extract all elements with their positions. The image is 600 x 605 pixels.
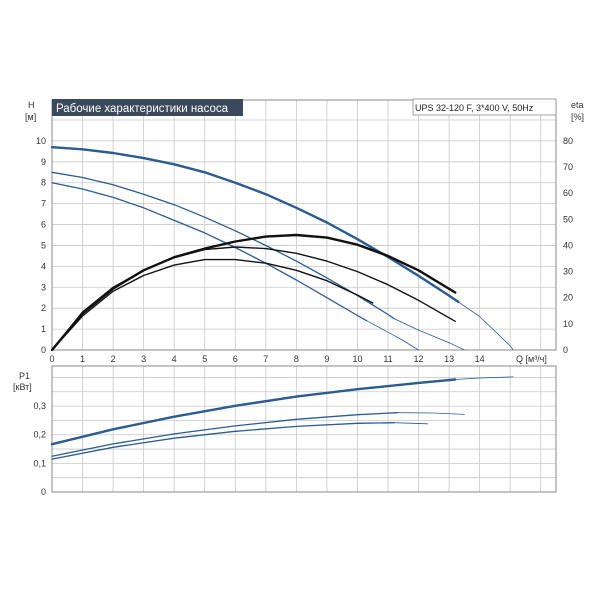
y2-tick-label-eta: 40 [563, 240, 573, 250]
x-tick-label: 14 [475, 354, 485, 364]
y2-tick-label-eta: 60 [563, 188, 573, 198]
x-tick-label: 9 [324, 354, 329, 364]
efficiency-curve-speed-2 [51, 246, 456, 351]
y2-tick-label-eta: 20 [563, 293, 573, 303]
x-tick-label: 0 [49, 354, 54, 364]
y-tick-label-h: 1 [41, 324, 46, 334]
x-tick-label: 10 [352, 354, 362, 364]
head-curve-speed-2 [393, 318, 465, 351]
model-label-box [412, 98, 557, 116]
head-grid [51, 99, 557, 351]
y2-tick-label-eta: 10 [563, 319, 573, 329]
y-tick-label-h: 9 [41, 157, 46, 167]
power-curve-speed-2 [396, 412, 465, 415]
y-axis-label-h: H [28, 100, 35, 110]
y2-tick-label-eta: 30 [563, 267, 573, 277]
y2-tick-label-eta: 70 [563, 162, 573, 172]
x-tick-label: 11 [383, 354, 392, 364]
x-tick-label: 2 [111, 354, 116, 364]
power-curve-speed-1 [50, 378, 457, 446]
x-tick-label: 8 [294, 354, 299, 364]
x-tick-label: 5 [202, 354, 207, 364]
power-curves [50, 376, 514, 460]
power-curve-speed-1 [454, 376, 514, 380]
x-tick-label: 3 [141, 354, 146, 364]
head-curve-speed-3 [51, 182, 368, 322]
y-tick-label-h: 7 [41, 199, 46, 209]
y-tick-label-h: 3 [41, 282, 46, 292]
y-tick-label-h: 5 [41, 240, 46, 250]
chart-title-box [52, 99, 243, 116]
y2-tick-label-eta: 80 [563, 136, 573, 146]
tick-labels: 0 1 2 3 4 5 6 7 8 9 10 11 12 13 1401234567891001020304… [33, 136, 573, 497]
y-tick-label-p1: 0,2 [33, 430, 46, 440]
power-frame [51, 365, 557, 493]
efficiency-curve-speed-3 [51, 258, 374, 351]
head-curves [50, 146, 514, 352]
y-tick-label-h: 0 [41, 345, 46, 355]
x-tick-label: 7 [263, 354, 268, 364]
efficiency-curve-speed-1 [50, 233, 457, 352]
x-axis-label-q: Q [м³/ч] [516, 354, 547, 364]
head-curve-speed-1 [50, 146, 460, 304]
y2-tick-label-eta: 50 [563, 214, 573, 224]
model-label: UPS 32-120 F, 3*400 V, 50Hz [415, 103, 534, 113]
y-tick-label-p1: 0,1 [33, 458, 46, 468]
power-curve-speed-3 [393, 422, 429, 425]
x-tick-label: 4 [172, 354, 177, 364]
x-tick-label: 6 [233, 354, 238, 364]
y-tick-label-p1: 0,3 [33, 401, 46, 411]
y-tick-label-h: 4 [41, 261, 46, 271]
y-axis-unit-p1: [кВт] [13, 382, 32, 392]
head-frame [51, 99, 557, 351]
power-grid [51, 365, 557, 493]
y-tick-label-h: 6 [41, 220, 46, 230]
x-tick-label: 13 [444, 354, 454, 364]
power-curve-speed-2 [51, 412, 398, 457]
y-tick-label-h: 2 [41, 303, 46, 313]
y2-tick-label-eta: 0 [563, 345, 568, 355]
x-tick-label: 12 [414, 354, 424, 364]
chart-title: Рабочие характеристики насоса [56, 103, 229, 115]
x-tick-label: 1 [80, 354, 85, 364]
y-axis-unit-h: [м] [25, 112, 36, 122]
power-curve-speed-3 [51, 422, 395, 460]
y2-axis-unit-eta: [%] [571, 112, 584, 122]
y-tick-label-p1: 0 [41, 487, 46, 497]
y-axis-label-p1: P1 [19, 371, 30, 381]
head-curve-speed-3 [366, 320, 419, 351]
y2-axis-label-eta: eta [571, 100, 584, 110]
y-tick-label-h: 8 [41, 178, 46, 188]
y-tick-label-h: 10 [36, 136, 46, 146]
head-curve-speed-1 [457, 301, 514, 351]
